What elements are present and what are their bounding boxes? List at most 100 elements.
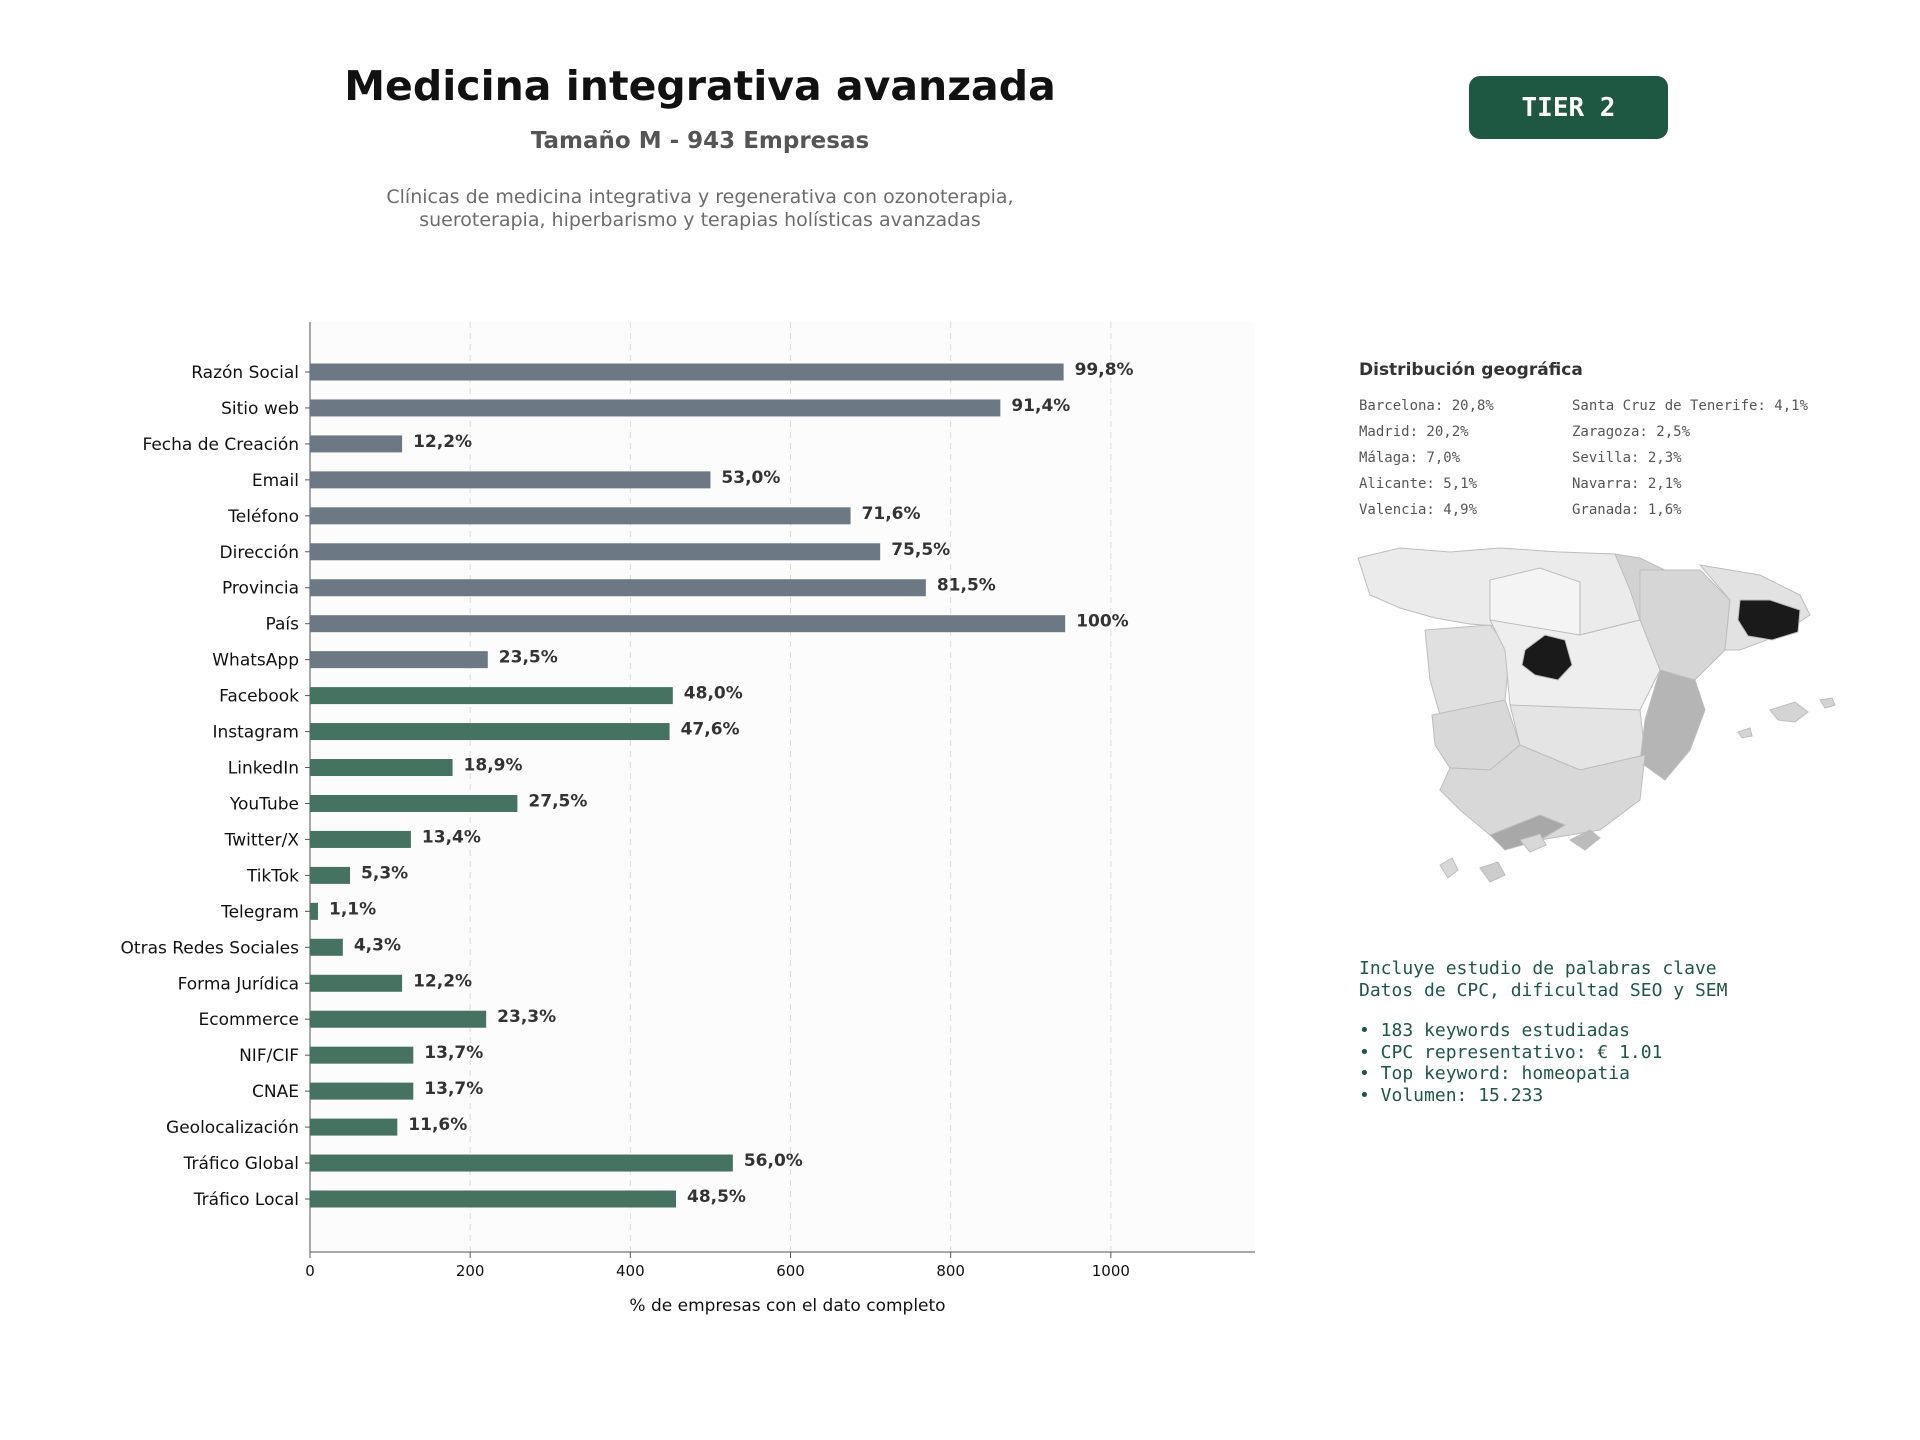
map-region-andalucia — [1439, 744, 1646, 841]
bar — [310, 902, 319, 920]
data-label: 75,5% — [891, 540, 950, 560]
data-label: 23,5% — [499, 648, 558, 668]
keywords-bullet: • Volumen: 15.233 — [1359, 1084, 1544, 1106]
category-label: Facebook — [219, 687, 299, 707]
category-label: Razón Social — [191, 363, 299, 383]
map-region-canarias-4 — [1569, 829, 1601, 851]
data-label: 81,5% — [937, 576, 996, 596]
geo-item: Barcelona: 20,8% — [1359, 398, 1494, 414]
bar — [310, 687, 673, 705]
category-label: Forma Jurídica — [178, 974, 299, 994]
data-label: 71,6% — [862, 504, 921, 524]
bar — [310, 1046, 414, 1064]
keywords-intro-line: Incluye estudio de palabras clave — [1359, 958, 1717, 979]
bar — [310, 399, 1001, 417]
data-label: 56,0% — [744, 1151, 803, 1171]
data-label: 27,5% — [528, 791, 587, 811]
data-label: 5,3% — [361, 863, 408, 883]
geo-item: Valencia: 4,9% — [1359, 502, 1478, 518]
map-region-baleares-2 — [1819, 697, 1836, 709]
category-label: LinkedIn — [228, 759, 299, 779]
chart-title: Medicina integrativa avanzada — [344, 62, 1056, 110]
bar — [310, 1010, 487, 1028]
category-label: País — [266, 615, 300, 635]
map-region-malaga — [1489, 814, 1567, 851]
x-tick-label: 1000 — [1092, 1262, 1130, 1280]
category-label: Geolocalización — [166, 1118, 299, 1138]
bar — [310, 938, 343, 956]
data-label: 18,9% — [464, 756, 523, 776]
bar — [310, 759, 453, 777]
category-label: TikTok — [246, 866, 299, 886]
data-label: 11,6% — [408, 1115, 467, 1135]
map-region-center — [1489, 619, 1661, 716]
bar — [310, 435, 403, 453]
bar — [310, 1154, 733, 1172]
x-tick-label: 800 — [936, 1262, 965, 1280]
data-label: 23,3% — [497, 1007, 556, 1027]
category-label: Tráfico Global — [183, 1154, 299, 1174]
bar — [310, 579, 926, 597]
category-label: Tráfico Local — [193, 1190, 299, 1210]
geo-item: Málaga: 7,0% — [1359, 450, 1461, 466]
category-label: WhatsApp — [212, 651, 299, 671]
description-line: sueroterapia, hiperbarismo y terapias ho… — [419, 209, 981, 231]
bar — [310, 1118, 398, 1136]
keywords-bullet: • Top keyword: homeopatia — [1359, 1063, 1630, 1084]
bar — [310, 543, 881, 561]
tier-badge: TIER 2 — [1469, 76, 1668, 139]
data-label: 1,1% — [329, 899, 376, 919]
keywords-intro-line: Datos de CPC, dificultad SEO y SEM — [1359, 979, 1728, 1001]
category-label: Provincia — [222, 579, 299, 599]
x-tick-label: 0 — [305, 1262, 315, 1280]
description-line: Clínicas de medicina integrativa y regen… — [386, 186, 1014, 208]
map-region-canarias-1 — [1439, 857, 1459, 879]
geo-item: Madrid: 20,2% — [1359, 424, 1469, 440]
data-label: 13,7% — [424, 1079, 483, 1099]
map-region-valencia — [1639, 669, 1706, 781]
data-label: 48,0% — [684, 684, 743, 704]
bar — [310, 974, 403, 992]
geo-distribution-list: Barcelona: 20,8% Santa Cruz de Tenerife:… — [1359, 397, 1879, 520]
data-label: 48,5% — [687, 1187, 746, 1207]
geo-item: Sevilla: 2,3% — [1572, 450, 1682, 466]
x-tick-label: 200 — [456, 1262, 485, 1280]
category-label: Telegram — [220, 902, 299, 922]
x-tick-label: 600 — [776, 1262, 805, 1280]
data-label: 53,0% — [721, 468, 780, 488]
category-label: Twitter/X — [224, 830, 300, 850]
map-region-baleares-1 — [1769, 701, 1809, 723]
data-label: 4,3% — [354, 935, 401, 955]
bar — [310, 651, 488, 669]
bar — [310, 723, 670, 741]
data-label: 100% — [1076, 612, 1129, 632]
keywords-bullet: • 183 keywords estudiadas — [1359, 1020, 1630, 1041]
bar — [310, 471, 711, 489]
category-label: Dirección — [220, 543, 299, 563]
data-label: 99,8% — [1075, 360, 1134, 380]
bar — [310, 866, 351, 884]
map-region-baleares-3 — [1737, 727, 1753, 739]
bar — [310, 1190, 676, 1208]
category-label: YouTube — [229, 794, 299, 814]
bar — [310, 615, 1066, 633]
category-label: Sitio web — [221, 399, 299, 419]
data-label: 13,7% — [424, 1043, 483, 1063]
data-label: 91,4% — [1011, 396, 1070, 416]
data-label: 12,2% — [413, 971, 472, 991]
keywords-box: Incluye estudio de palabras clave Datos … — [1359, 958, 1879, 1106]
data-label: 47,6% — [681, 720, 740, 740]
category-label: Teléfono — [227, 507, 299, 527]
map-region-barcelona — [1737, 599, 1801, 641]
geo-distribution-title: Distribución geográfica — [1359, 360, 1583, 380]
bar-chart: 0 200 400 600 800 1000 % de empresas con el da… — [121, 322, 1255, 1316]
category-label: NIF/CIF — [239, 1046, 299, 1066]
map-region-madrid — [1521, 634, 1573, 681]
data-label: 12,2% — [413, 432, 472, 452]
plot-background — [310, 322, 1255, 1252]
category-label: Email — [252, 471, 299, 491]
x-axis-label: % de empresas con el dato completo — [629, 1296, 945, 1316]
geo-item: Alicante: 5,1% — [1359, 476, 1478, 492]
geo-item: Zaragoza: 2,5% — [1572, 424, 1691, 440]
map-region-canarias-3 — [1519, 833, 1547, 853]
